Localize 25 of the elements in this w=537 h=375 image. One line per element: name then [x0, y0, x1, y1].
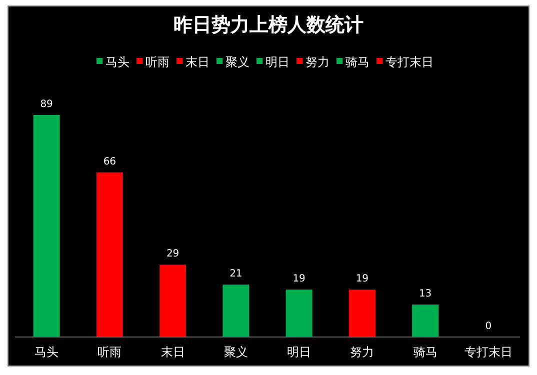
legend-label: 马头: [106, 55, 130, 69]
legend-label: 骑马: [346, 55, 370, 69]
x-tick-label: 骑马: [413, 345, 438, 359]
data-label: 29: [166, 248, 180, 260]
x-tick-label: 努力: [350, 345, 374, 359]
data-label: 19: [356, 274, 369, 285]
legend-label: 明日: [266, 55, 290, 69]
x-tick-label: 末日: [160, 345, 185, 359]
data-label: 19: [292, 274, 306, 285]
data-label: 66: [103, 156, 116, 168]
x-tick-label: 专打末日: [464, 345, 512, 359]
legend-label: 努力: [306, 55, 330, 69]
legend-label: 专打末日: [386, 55, 434, 69]
legend-label: 听雨: [146, 55, 170, 69]
legend-label: 末日: [186, 55, 210, 69]
data-label: 0: [485, 321, 492, 332]
x-tick-label: 聚义: [224, 345, 248, 359]
data-label: 13: [418, 288, 432, 300]
x-tick-label: 明日: [287, 345, 312, 359]
x-tick-label: 听雨: [98, 345, 122, 359]
x-tick-label: 马头: [34, 345, 59, 359]
chart-title: 昨日势力上榜人数统计: [174, 14, 364, 36]
legend-label: 聚义: [226, 55, 250, 69]
data-label: 21: [230, 268, 242, 280]
data-label: 89: [40, 99, 53, 110]
